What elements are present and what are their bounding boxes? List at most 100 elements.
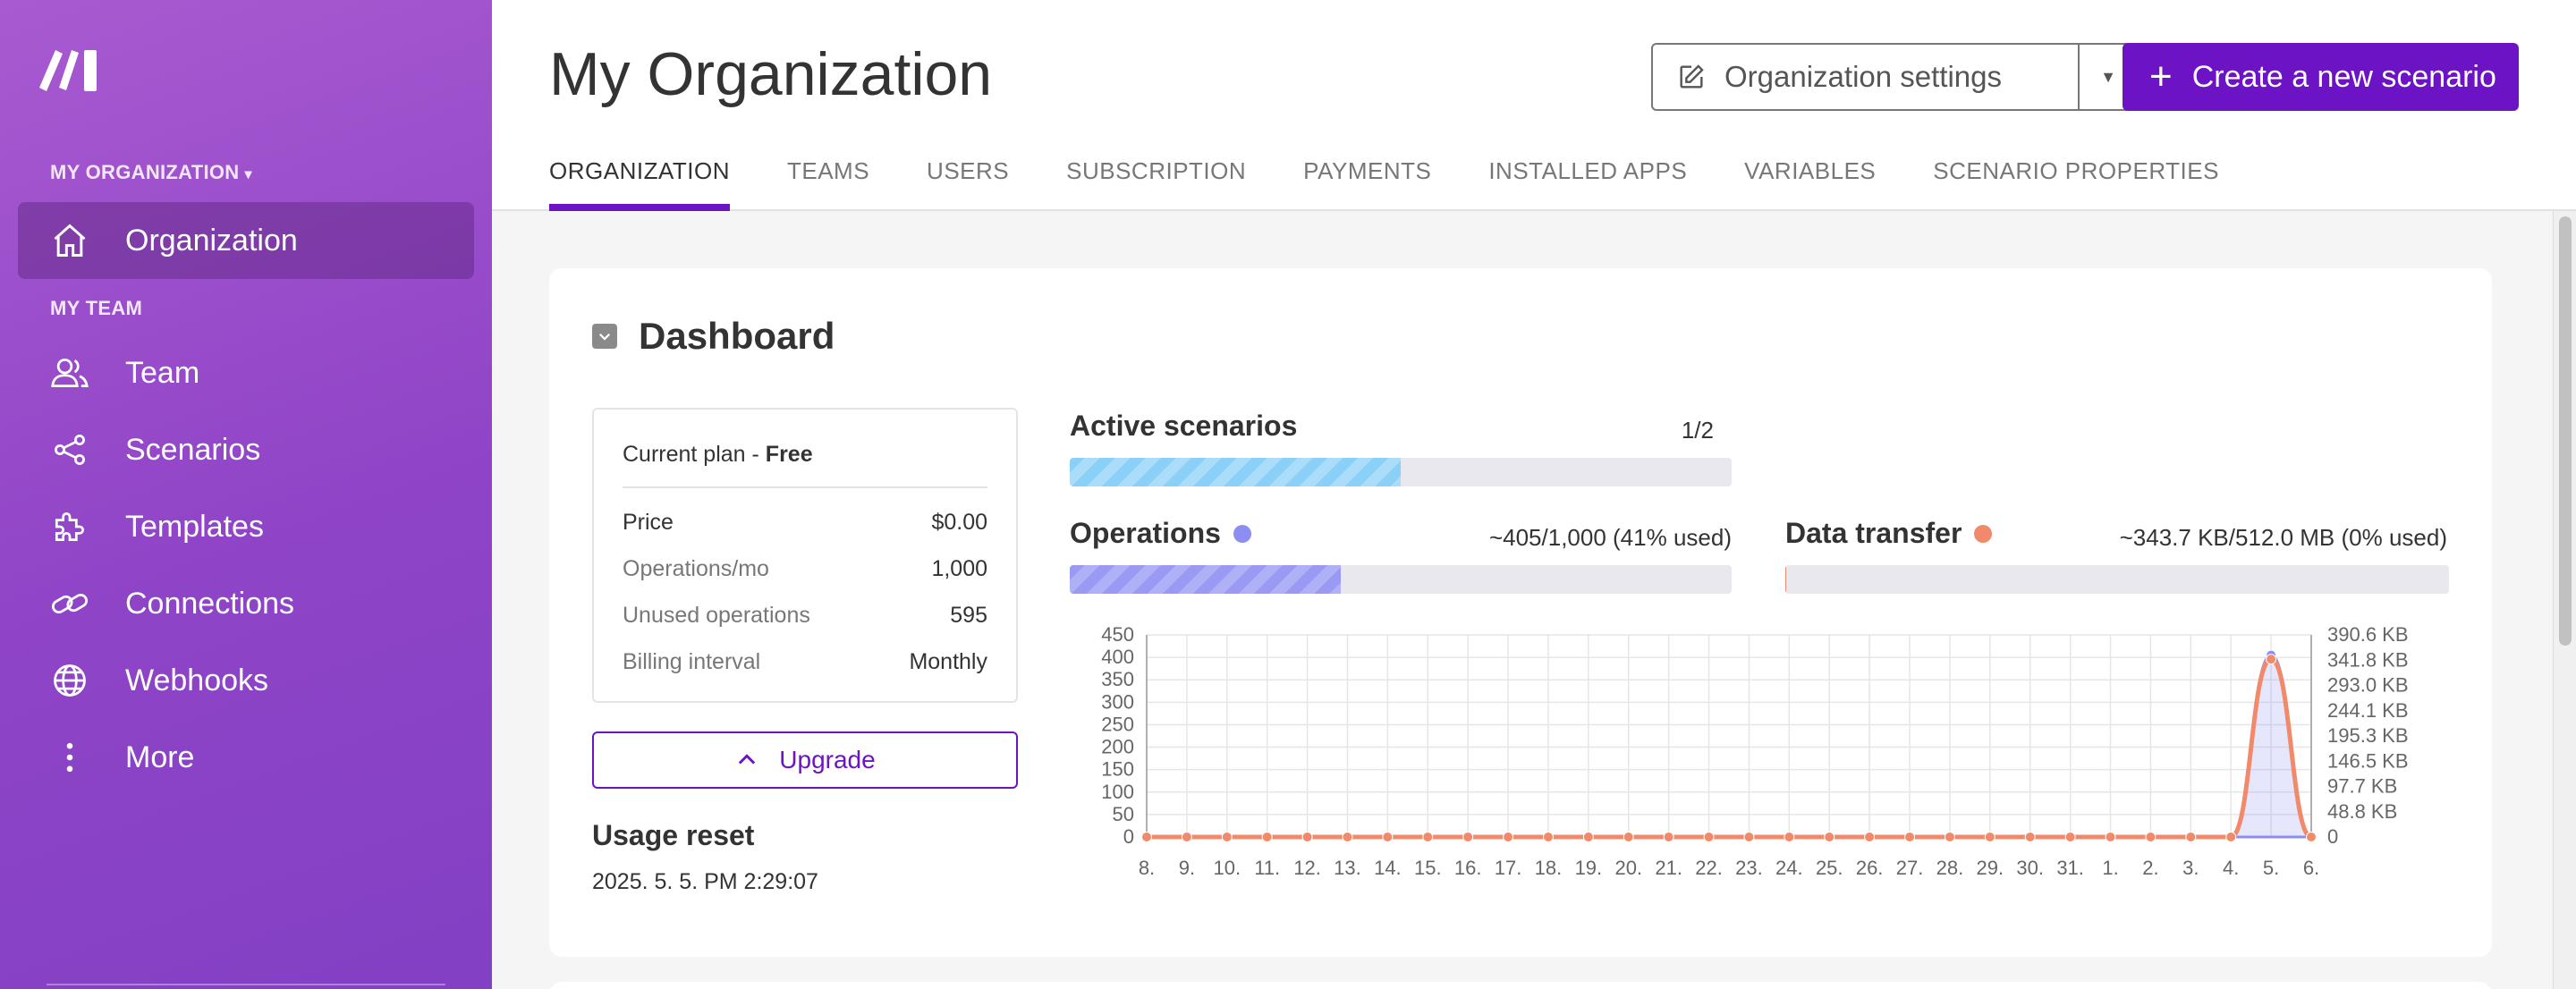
main-area: My Organization Organization settings ▼ … bbox=[492, 0, 2576, 989]
data-transfer-point bbox=[1663, 832, 1674, 842]
x-tick-label: 27. bbox=[1896, 857, 1924, 879]
plan-row-label: Billing interval bbox=[623, 649, 761, 674]
data-transfer-point bbox=[1743, 832, 1755, 842]
data-transfer-point bbox=[1703, 832, 1715, 842]
tab-installed-apps[interactable]: INSTALLED APPS bbox=[1488, 157, 1688, 184]
y-tick-label: 100 bbox=[1101, 781, 1134, 803]
data-transfer-point bbox=[1503, 832, 1514, 842]
x-tick-label: 3. bbox=[2182, 857, 2199, 879]
plan-row-value: $0.00 bbox=[931, 510, 987, 535]
organization-switcher[interactable]: MY ORGANIZATION ▾ bbox=[50, 161, 252, 184]
tab-scenario-properties[interactable]: SCENARIO PROPERTIES bbox=[1933, 157, 2219, 184]
scrollbar-thumb[interactable] bbox=[2559, 216, 2572, 646]
data-transfer-point bbox=[2105, 832, 2116, 842]
plan-row-operations: Operations/mo 1,000 bbox=[623, 556, 987, 582]
x-tick-label: 16. bbox=[1454, 857, 1482, 879]
tab-teams[interactable]: TEAMS bbox=[786, 157, 870, 184]
x-tick-label: 24. bbox=[1775, 857, 1803, 879]
y-tick-label: 200 bbox=[1101, 736, 1134, 758]
x-tick-label: 11. bbox=[1254, 857, 1280, 879]
y2-tick-label: 146.5 KB bbox=[2327, 749, 2409, 772]
plan-row-unused-operations: Unused operations 595 bbox=[623, 603, 987, 629]
data-transfer-bar-fill bbox=[1785, 565, 1786, 594]
x-tick-label: 21. bbox=[1655, 857, 1682, 879]
sidebar-item-scenarios[interactable]: Scenarios bbox=[18, 411, 474, 488]
x-tick-label: 10. bbox=[1213, 857, 1241, 879]
dashboard-header: Dashboard bbox=[592, 315, 835, 358]
operations-bar bbox=[1070, 565, 1732, 594]
org-heading-label: MY ORGANIZATION bbox=[50, 161, 240, 183]
tab-organization[interactable]: ORGANIZATION bbox=[549, 157, 730, 211]
users-icon bbox=[50, 353, 89, 393]
data-transfer-point bbox=[1824, 832, 1835, 842]
operations-value: ~405/1,000 (41% used) bbox=[1488, 524, 1732, 551]
plan-row-label: Operations/mo bbox=[623, 556, 769, 581]
tab-payments[interactable]: PAYMENTS bbox=[1303, 157, 1432, 184]
x-tick-label: 18. bbox=[1535, 857, 1563, 879]
data-transfer-point bbox=[1342, 832, 1353, 842]
upgrade-button[interactable]: Upgrade bbox=[592, 731, 1018, 789]
sidebar-item-label: Webhooks bbox=[125, 663, 269, 697]
plan-row-value: 1,000 bbox=[931, 556, 987, 581]
scrollbar[interactable] bbox=[2553, 211, 2576, 989]
home-icon bbox=[50, 221, 89, 260]
plan-row-value: 595 bbox=[950, 603, 987, 628]
data-transfer-label: Data transfer bbox=[1785, 517, 1993, 550]
organization-settings-split-button: Organization settings ▼ bbox=[1651, 43, 2139, 111]
data-transfer-point bbox=[1422, 832, 1434, 842]
sidebar-item-label: Templates bbox=[125, 509, 264, 544]
make-logo[interactable] bbox=[36, 43, 107, 93]
data-transfer-legend-dot bbox=[1974, 524, 1993, 543]
sidebar-item-label: More bbox=[125, 740, 195, 774]
page-header: My Organization Organization settings ▼ … bbox=[492, 0, 2576, 211]
y-tick-label: 0 bbox=[1123, 825, 1134, 848]
plan-title-prefix: Current plan - bbox=[623, 442, 766, 467]
y2-tick-label: 390.6 KB bbox=[2327, 624, 2409, 646]
plan-name: Free bbox=[765, 442, 813, 467]
tab-subscription[interactable]: SUBSCRIPTION bbox=[1066, 157, 1247, 184]
organization-settings-button[interactable]: Organization settings bbox=[1653, 45, 2080, 109]
sidebar-item-label: Connections bbox=[125, 586, 295, 621]
metric-label-text: Operations bbox=[1070, 517, 1221, 549]
x-tick-label: 13. bbox=[1334, 857, 1361, 879]
x-tick-label: 4. bbox=[2223, 857, 2239, 879]
team-heading: MY TEAM bbox=[50, 297, 143, 319]
x-tick-label: 29. bbox=[1977, 857, 2004, 879]
sidebar-item-more[interactable]: More bbox=[18, 719, 474, 796]
x-tick-label: 26. bbox=[1856, 857, 1884, 879]
plan-title: Current plan - Free bbox=[623, 442, 813, 468]
y2-tick-label: 195.3 KB bbox=[2327, 724, 2409, 747]
sidebar-item-team[interactable]: Team bbox=[18, 334, 474, 411]
plan-row-billing-interval: Billing interval Monthly bbox=[623, 649, 987, 675]
sidebar-item-webhooks[interactable]: Webhooks bbox=[18, 642, 474, 719]
x-tick-label: 5. bbox=[2263, 857, 2279, 879]
x-tick-label: 2. bbox=[2142, 857, 2158, 879]
metric-label-text: Active scenarios bbox=[1070, 410, 1298, 442]
organization-settings-dropdown[interactable]: ▼ bbox=[2080, 45, 2137, 109]
data-transfer-point bbox=[1382, 832, 1394, 842]
y-tick-label: 450 bbox=[1101, 624, 1134, 646]
link-icon bbox=[50, 584, 89, 623]
operations-bar-fill bbox=[1070, 565, 1342, 594]
sidebar-item-templates[interactable]: Templates bbox=[18, 488, 474, 565]
y2-tick-label: 0 bbox=[2327, 825, 2338, 848]
tab-variables[interactable]: VARIABLES bbox=[1744, 157, 1877, 184]
plan-row-label: Price bbox=[623, 510, 674, 535]
x-tick-label: 9. bbox=[1179, 857, 1195, 879]
y-tick-label: 350 bbox=[1101, 668, 1134, 690]
x-tick-label: 17. bbox=[1495, 857, 1522, 879]
tab-users[interactable]: USERS bbox=[927, 157, 1010, 184]
sidebar: MY ORGANIZATION ▾ Organization MY TEAM Te… bbox=[0, 0, 492, 989]
operations-legend-dot bbox=[1233, 524, 1251, 543]
active-scenarios-value: 1/2 bbox=[1681, 417, 1714, 444]
sidebar-item-connections[interactable]: Connections bbox=[18, 565, 474, 642]
x-tick-label: 15. bbox=[1414, 857, 1442, 879]
create-scenario-button[interactable]: + Create a new scenario bbox=[2123, 43, 2519, 111]
x-tick-label: 30. bbox=[2016, 857, 2044, 879]
y2-tick-label: 341.8 KB bbox=[2327, 648, 2409, 671]
tab-bar: ORGANIZATION TEAMS USERS SUBSCRIPTION PA… bbox=[549, 157, 2276, 211]
sidebar-item-organization[interactable]: Organization bbox=[18, 202, 474, 279]
active-scenarios-bar bbox=[1070, 458, 1732, 486]
collapse-toggle[interactable] bbox=[592, 324, 617, 349]
